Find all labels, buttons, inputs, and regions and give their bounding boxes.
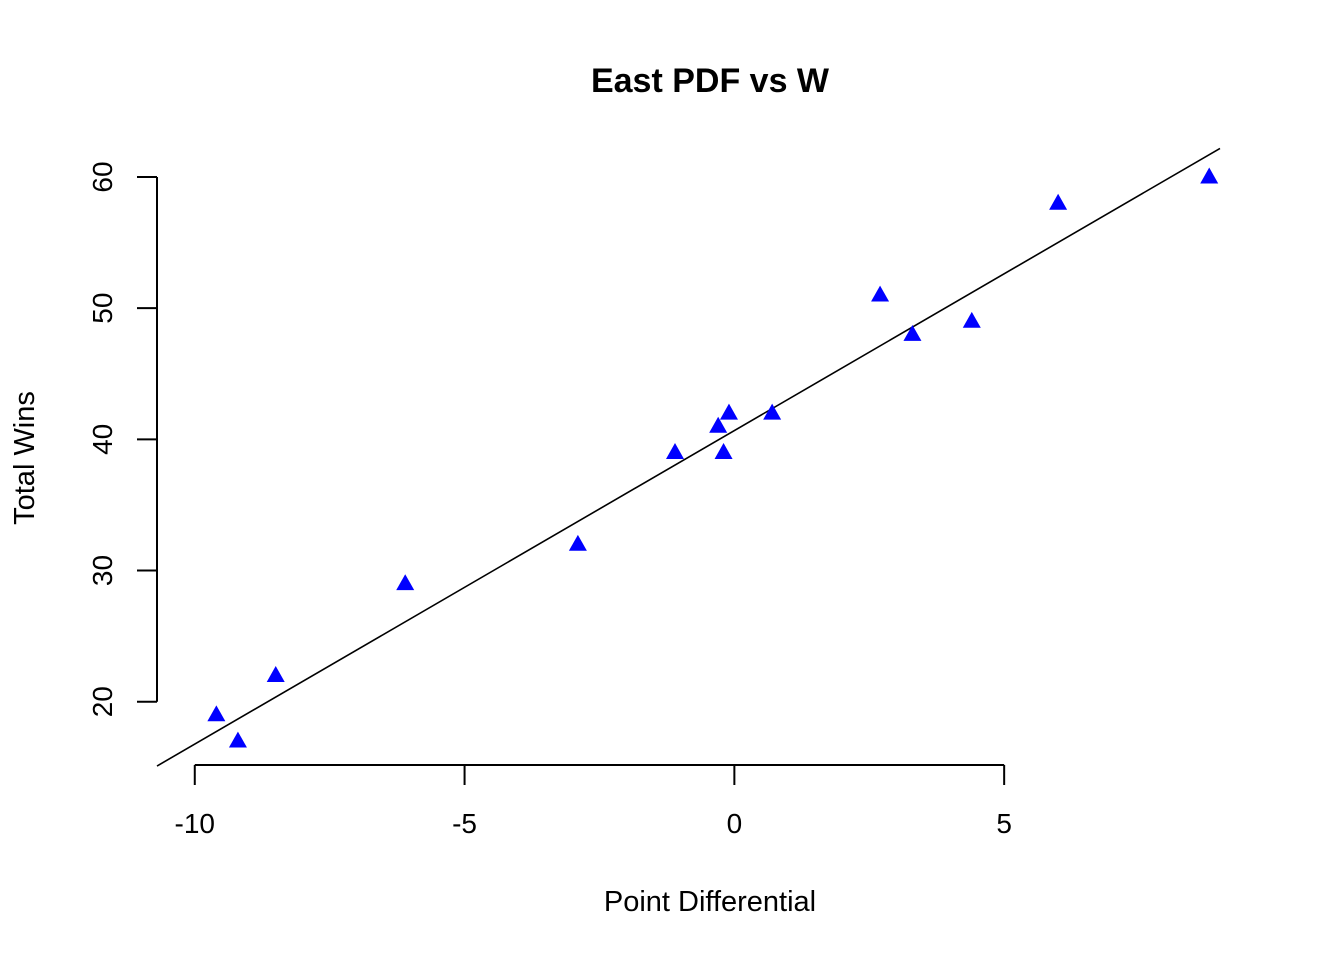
y-tick-label: 60 <box>87 161 118 192</box>
data-point <box>207 705 226 722</box>
y-tick-label: 20 <box>87 686 118 717</box>
data-point <box>719 403 738 420</box>
y-tick-label: 40 <box>87 424 118 455</box>
chart-title: East PDF vs W <box>591 62 830 100</box>
data-point <box>714 443 733 459</box>
y-axis: 20 30 40 50 60 <box>87 161 158 717</box>
y-tick-label: 50 <box>87 293 118 324</box>
x-axis: -10 -5 0 5 <box>175 764 1012 839</box>
x-tick-label: -5 <box>452 808 477 839</box>
data-point <box>266 666 285 682</box>
x-axis-label: Point Differential <box>604 886 816 918</box>
y-axis-label: Total Wins <box>9 391 41 525</box>
data-point <box>228 731 247 748</box>
data-point <box>1049 193 1068 210</box>
y-tick-label: 30 <box>87 555 118 586</box>
data-point <box>568 534 587 551</box>
x-tick-label: 0 <box>727 808 743 839</box>
data-point <box>903 324 922 341</box>
plot-area <box>156 147 1221 767</box>
data-point <box>1200 167 1219 184</box>
data-point <box>763 403 782 420</box>
data-point <box>666 443 685 459</box>
data-point <box>396 574 415 591</box>
x-tick-label: -10 <box>175 808 215 839</box>
data-point <box>962 311 981 328</box>
x-tick-label: 5 <box>996 808 1012 839</box>
data-point <box>709 416 728 433</box>
data-point <box>871 285 890 302</box>
regression-line <box>156 147 1221 767</box>
